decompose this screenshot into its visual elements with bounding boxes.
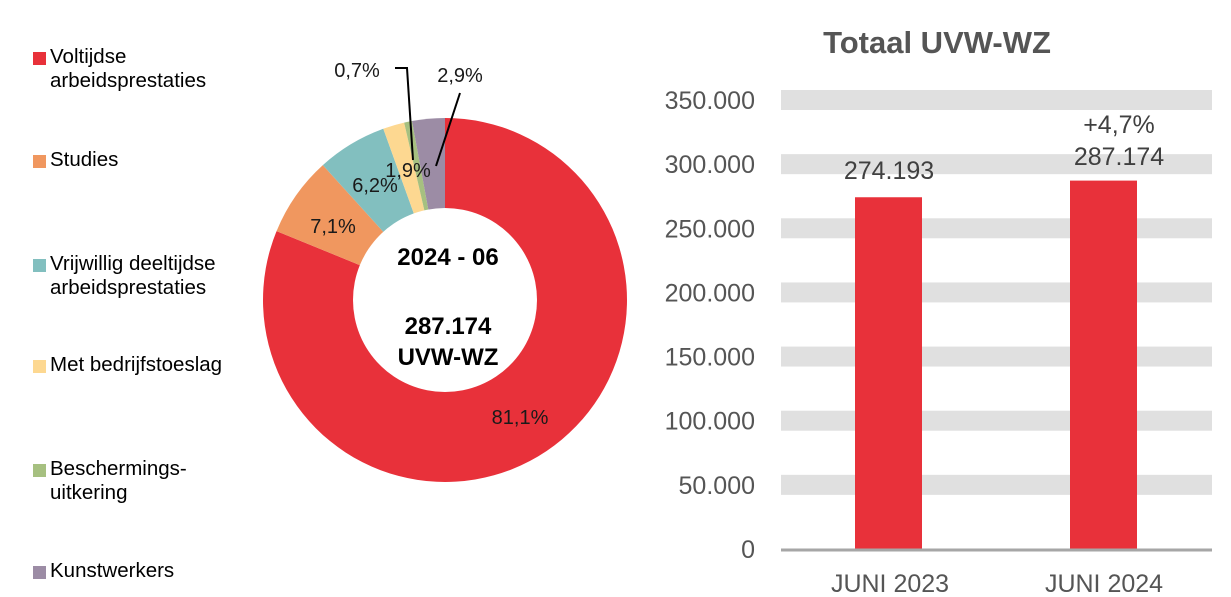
- y-tick-label: 150.000: [665, 344, 755, 372]
- leader-line-bescherming: [395, 67, 414, 161]
- donut-center-unit: UVW-WZ: [398, 344, 499, 371]
- bar-juni-2023: [855, 197, 922, 549]
- bar-value-2023: 274.193: [844, 157, 934, 185]
- grid-band: [781, 474, 1212, 495]
- legend-swatch: [33, 52, 46, 65]
- category-juni-2023: JUNI 2023: [831, 570, 949, 597]
- label-kunstwerkers: 2,9%: [437, 65, 483, 87]
- leader-line-kunstwerkers: [435, 92, 461, 167]
- y-tick-label: 350.000: [665, 87, 755, 115]
- legend-label: Studies: [50, 148, 119, 171]
- legend-swatch: [33, 155, 46, 168]
- donut-center-period: 2024 - 06: [397, 244, 498, 271]
- grid-band: [781, 90, 1212, 110]
- grid-band: [781, 346, 1212, 367]
- legend-label: Vrijwillig deeltijdse arbeidsprestaties: [50, 252, 216, 299]
- legend-label: Met bedrijfstoeslag: [50, 353, 223, 376]
- bars: [855, 180, 1137, 549]
- legend-swatch: [33, 259, 46, 272]
- bar-juni-2024: [1070, 180, 1137, 549]
- bar-chart-title: Totaal UVW-WZ: [823, 25, 1051, 60]
- label-vrijwillig: 6,2%: [352, 175, 398, 197]
- y-axis-ticks: 0 50.000 100.000 150.000 200.000 250.000 300.0…: [665, 87, 755, 564]
- y-tick-label: 300.000: [665, 151, 755, 179]
- label-voltijdse: 81,1%: [492, 407, 549, 429]
- label-bescherming: 0,7%: [334, 60, 380, 82]
- grid-band: [781, 218, 1212, 239]
- y-tick-label: 200.000: [665, 279, 755, 307]
- legend-swatch: [33, 566, 46, 579]
- grid-band: [781, 154, 1212, 175]
- grid-band: [781, 282, 1212, 303]
- y-tick-label: 50.000: [679, 472, 755, 500]
- label-bedrijfstoeslag: 1,9%: [385, 160, 431, 182]
- legend-item: Vrijwillig deeltijdse arbeidsprestaties: [33, 252, 216, 300]
- legend-item: Studies: [33, 148, 118, 172]
- legend-label: Beschermings- uitkering: [50, 457, 187, 504]
- y-tick-label: 0: [741, 536, 755, 564]
- y-tick-label: 250.000: [665, 215, 755, 243]
- grid-band: [781, 410, 1212, 431]
- category-juni-2024: JUNI 2024: [1045, 570, 1163, 597]
- y-tick-label: 100.000: [665, 408, 755, 436]
- legend-item: Beschermings- uitkering: [33, 457, 187, 505]
- legend-item: Kunstwerkers: [33, 559, 174, 583]
- legend-swatch: [33, 464, 46, 477]
- legend-label: Voltijdse arbeidsprestaties: [50, 45, 207, 92]
- donut-hole: [353, 208, 537, 392]
- donut-legend: Voltijdse arbeidsprestaties Studies Vrijwi…: [0, 0, 270, 597]
- legend-label: Kunstwerkers: [50, 559, 175, 582]
- legend-item: Voltijdse arbeidsprestaties: [33, 45, 206, 93]
- bar-change-label: +4,7%: [1083, 111, 1155, 139]
- legend-item: Met bedrijfstoeslag: [33, 353, 222, 377]
- bar-value-2024: 287.174: [1074, 143, 1164, 171]
- legend-swatch: [33, 360, 46, 373]
- donut-center-total: 287.174: [405, 313, 492, 340]
- label-studies: 7,1%: [310, 216, 356, 238]
